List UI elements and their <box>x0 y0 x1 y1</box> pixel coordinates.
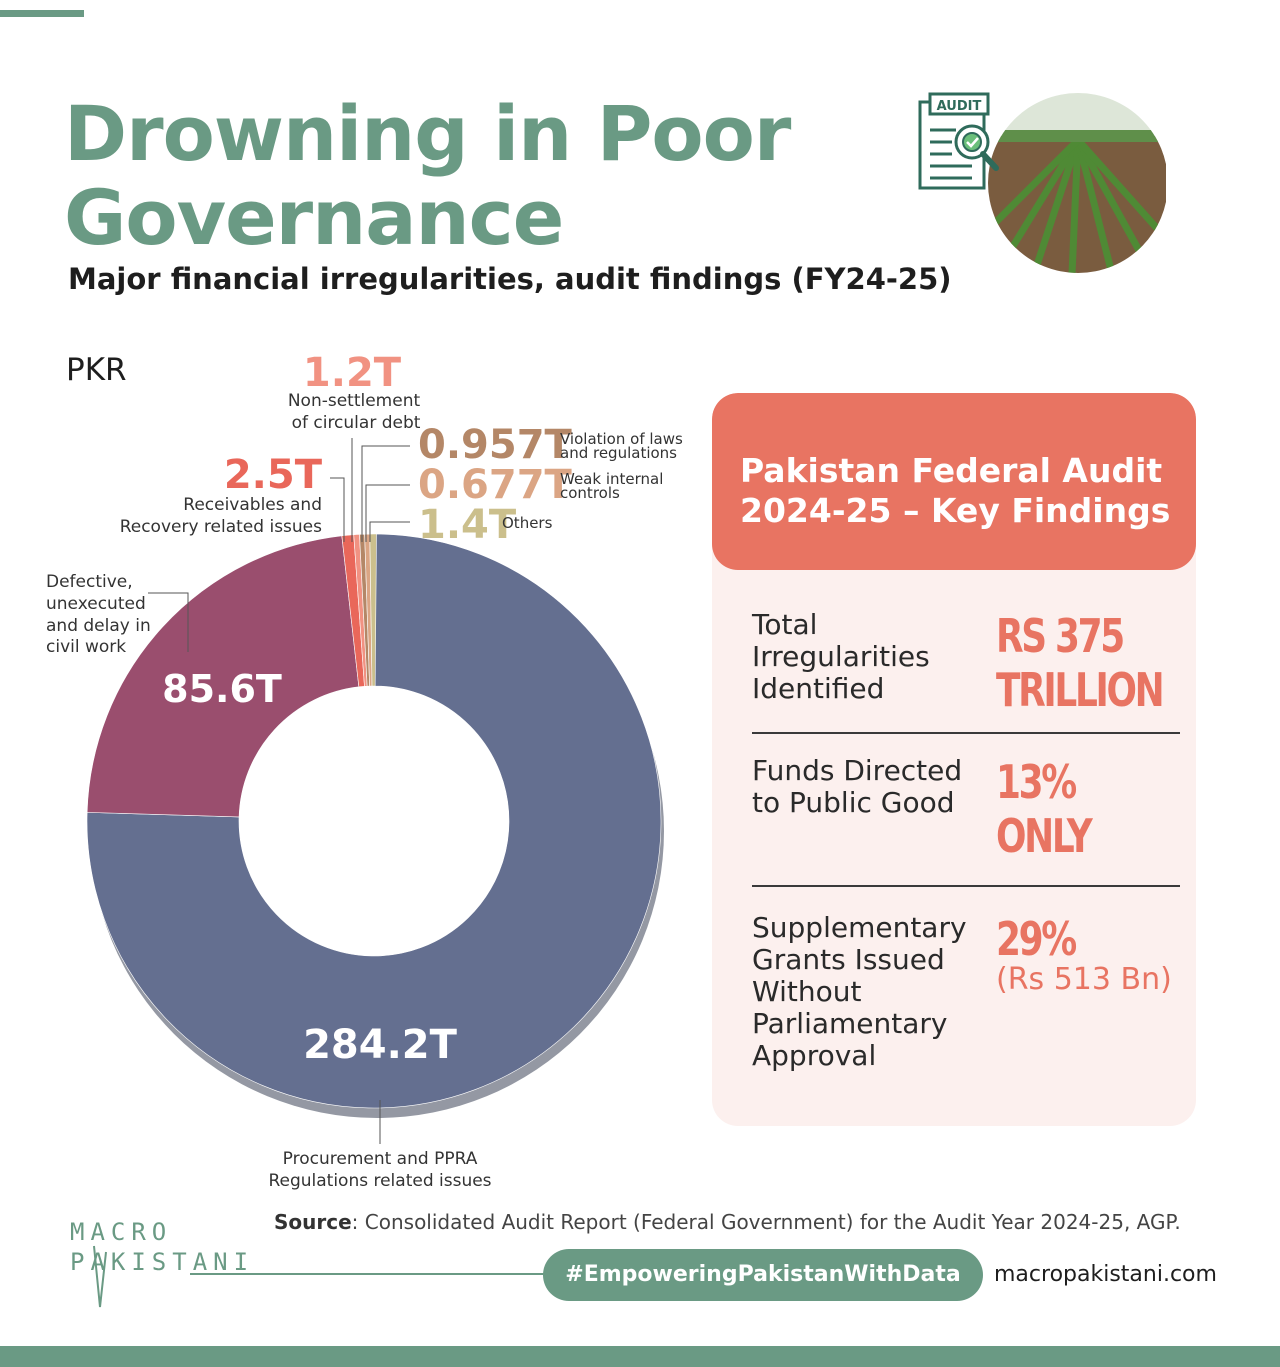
finding-value-line-2: ONLY <box>996 809 1093 863</box>
finding-label: Total Irregularities Identified <box>752 608 930 705</box>
finding-value: RS 375 TRILLION <box>996 609 1165 717</box>
finding-value-line-1: 29% <box>996 912 1077 966</box>
value-label-6: 1.4T <box>418 502 517 548</box>
finding-label: Supplementary Grants Issued Without Parl… <box>752 911 967 1072</box>
footer-divider <box>190 1273 550 1275</box>
audit-donut-chart: 284.2T 85.6T Procurement and PPRARegulatio… <box>46 350 683 1191</box>
value-label-0: 284.2T <box>303 1022 458 1068</box>
value-label-5: 0.677T <box>418 462 573 508</box>
category-label-1c: and delay in <box>46 616 151 636</box>
category-label-0: Procurement and PPRA <box>283 1149 478 1169</box>
top-accent-bar <box>0 10 84 17</box>
category-label-2: Receivables and <box>183 495 322 515</box>
category-label-3: Non-settlement <box>288 391 421 411</box>
leader-line-1 <box>148 592 189 652</box>
website-link[interactable]: macropakistani.com <box>994 1262 1217 1287</box>
finding-value: 13% ONLY <box>996 755 1093 863</box>
finding-value: 29% <box>996 912 1077 966</box>
title-line-2: Governance <box>64 173 564 262</box>
audit-document-icon: AUDIT <box>918 92 999 190</box>
category-label-2b: Recovery related issues <box>120 517 322 537</box>
hashtag-pill: #EmpoweringPakistanWithData <box>543 1249 983 1301</box>
category-label-5b: controls <box>560 484 620 502</box>
source-label: Source <box>274 1210 352 1234</box>
category-label-6: Others <box>502 514 553 532</box>
category-label-4: Violation of laws <box>560 430 683 448</box>
category-label-0b: Regulations related issues <box>268 1171 491 1191</box>
farm-field-photo <box>988 93 1166 273</box>
category-label-1b: unexecuted <box>46 594 146 614</box>
value-label-2: 2.5T <box>224 452 323 498</box>
value-label-4: 0.957T <box>418 422 573 468</box>
finding-note: (Rs 513 Bn) <box>996 962 1172 997</box>
category-label-5: Weak internal <box>560 470 663 488</box>
title-line-1: Drowning in Poor <box>64 89 791 178</box>
category-label-1: Defective, <box>46 572 133 592</box>
subtitle: Major financial irregularities, audit fi… <box>68 262 952 296</box>
donut-hole <box>239 686 509 956</box>
logo-line-1: MACRO <box>70 1218 172 1246</box>
audit-hero-illustration: AUDIT <box>918 92 1166 273</box>
leader-line-5 <box>365 484 410 542</box>
category-label-4b: and regulations <box>560 444 677 462</box>
finding-value-line-1: RS 375 <box>996 609 1125 663</box>
finding-label: Funds Directed to Public Good <box>752 754 963 819</box>
finding-divider <box>752 885 1180 887</box>
bottom-accent-bar <box>0 1346 1280 1367</box>
key-findings-title: Pakistan Federal Audit 2024-25 – Key Fin… <box>740 451 1171 530</box>
audit-badge-text: AUDIT <box>937 99 982 114</box>
category-label-3b: of circular debt <box>292 413 421 433</box>
macro-pakistani-logo: MACRO PAKISTANI <box>70 1218 254 1308</box>
currency-label: PKR <box>66 352 127 388</box>
page-title: Drowning in Poor Governance <box>64 92 824 260</box>
value-label-1: 85.6T <box>162 667 282 711</box>
finding-value-line-1: 13% <box>996 755 1077 809</box>
leader-line-2 <box>330 477 345 542</box>
leader-line-6 <box>369 521 410 542</box>
finding-divider <box>752 732 1180 734</box>
leader-line-4 <box>361 445 410 542</box>
category-label-1d: civil work <box>46 637 126 657</box>
logo-line-2: PAKISTANI <box>70 1248 254 1276</box>
value-label-3: 1.2T <box>303 350 402 396</box>
source-note: Source: Consolidated Audit Report (Feder… <box>274 1210 1181 1234</box>
key-findings-header: Pakistan Federal Audit 2024-25 – Key Fin… <box>712 393 1196 570</box>
finding-value-line-2: TRILLION <box>996 663 1165 717</box>
source-text: : Consolidated Audit Report (Federal Gov… <box>351 1210 1181 1234</box>
key-findings-panel: Pakistan Federal Audit 2024-25 – Key Fin… <box>712 393 1196 1126</box>
